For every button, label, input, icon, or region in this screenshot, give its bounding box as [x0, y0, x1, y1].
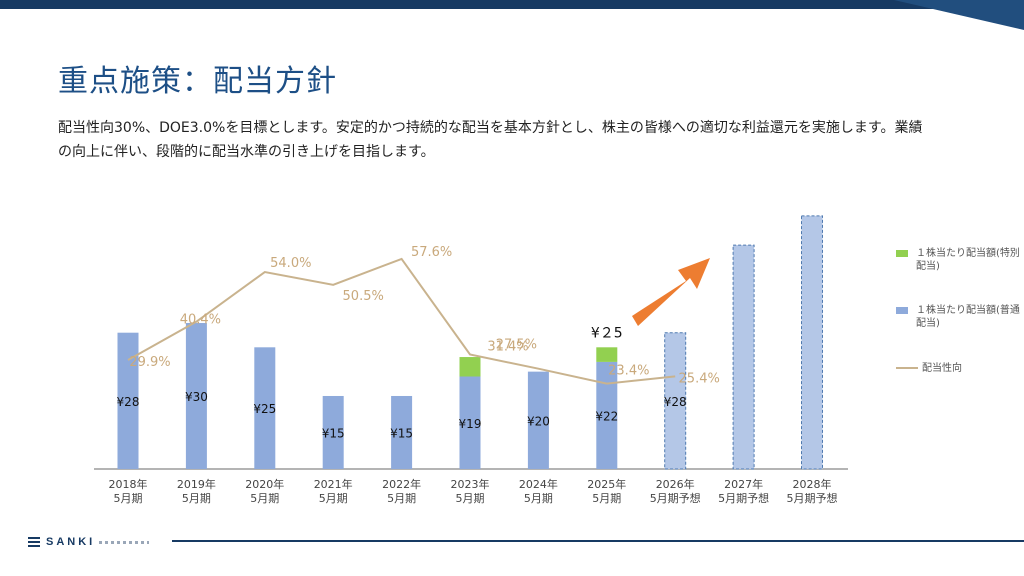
bar-value-label: ¥30 — [185, 390, 208, 404]
logo-tagline-mark — [99, 540, 150, 544]
legend-swatch-ratio — [896, 367, 918, 369]
x-tick-label-period: 5月期 — [182, 492, 211, 505]
x-tick-label-period: 5月期予想 — [650, 491, 701, 505]
bar-value-label: ¥15 — [390, 426, 413, 440]
x-tick-label-year: 2020年 — [245, 477, 284, 491]
normal-dividend-bar — [117, 332, 139, 469]
forecast-bar — [801, 215, 823, 470]
x-tick-label-year: 2019年 — [177, 477, 216, 491]
normal-dividend-bar — [322, 395, 344, 469]
x-tick-label-year: 2021年 — [314, 477, 353, 491]
payout-ratio-label: 27.5% — [496, 338, 537, 353]
x-tick-label-year: 2023年 — [451, 477, 490, 491]
bar-value-label: ¥25 — [253, 402, 276, 416]
normal-dividend-bar — [185, 322, 207, 469]
special-dividend-bar — [596, 347, 618, 362]
logo-stripes-icon — [28, 537, 40, 547]
x-tick-label-period: 5月期 — [250, 492, 279, 505]
page-title: 重点施策：配当方針 — [58, 64, 337, 99]
x-tick-label-period: 5月期予想 — [787, 491, 838, 505]
legend-label-special: １株当たり配当額(特別配当) — [916, 248, 1020, 272]
normal-dividend-bar — [527, 371, 549, 469]
legend-label-normal: １株当たり配当額(普通配当) — [916, 305, 1020, 329]
x-tick-label-period: 5月期 — [114, 492, 143, 505]
payout-ratio-label: 23.4% — [608, 364, 649, 379]
payout-ratio-label: 29.9% — [129, 355, 170, 370]
legend-swatch-normal — [896, 307, 908, 314]
logo-text: SANKI — [46, 536, 96, 548]
total-dividend-label: ¥２5 — [591, 325, 623, 341]
payout-ratio-label: 57.6% — [411, 245, 452, 260]
x-tick-label-year: 2028年 — [793, 477, 832, 491]
x-tick-label-period: 5月期 — [592, 492, 621, 505]
x-tick-label-year: 2026年 — [656, 477, 695, 491]
intro-text-line-2: の向上に伴い、段階的に配当水準の引き上げを目指します。 — [58, 144, 435, 160]
payout-ratio-label: 40.4% — [180, 313, 221, 328]
x-tick-label-year: 2025年 — [587, 477, 626, 491]
forecast-bar — [732, 244, 755, 470]
x-tick-label-year: 2027年 — [724, 477, 763, 491]
x-tick-label-period: 5月期 — [456, 492, 485, 505]
footer-rule — [172, 540, 1024, 542]
x-tick-label-period: 5月期予想 — [718, 491, 769, 505]
payout-ratio-label: 25.4% — [679, 371, 720, 386]
bar-value-label: ¥19 — [459, 417, 482, 431]
company-logo: SANKI — [28, 536, 150, 548]
x-tick-label-year: 2024年 — [519, 477, 558, 491]
payout-ratio-label: 50.5% — [343, 289, 384, 304]
legend-swatch-special — [896, 250, 908, 257]
normal-dividend-bar — [596, 361, 618, 469]
bar-value-label: ¥20 — [527, 414, 550, 428]
x-tick-label-period: 5月期 — [319, 492, 348, 505]
forecast-bar — [664, 332, 687, 470]
payout-ratio-line — [127, 257, 676, 385]
payout-ratio-label: 54.0% — [270, 256, 311, 271]
normal-dividend-bar — [391, 395, 413, 469]
bar-value-label: ¥15 — [322, 426, 345, 440]
intro-text-line-1: 配当性向30%、DOE3.0%を目標とします。安定的かつ持続的な配当を基本方針と… — [58, 120, 923, 136]
normal-dividend-bar — [459, 376, 481, 469]
top-banner — [0, 0, 1024, 9]
bar-value-label: ¥22 — [595, 409, 618, 423]
bar-value-label: ¥28 — [664, 395, 687, 409]
x-tick-label-period: 5月期 — [387, 492, 416, 505]
growth-arrow-icon — [632, 258, 710, 326]
x-tick-label-year: 2022年 — [382, 477, 421, 491]
special-dividend-bar — [459, 357, 481, 377]
x-tick-label-period: 5月期 — [524, 492, 553, 505]
normal-dividend-bar — [254, 347, 276, 469]
legend-label-ratio: 配当性向 — [922, 363, 962, 374]
x-tick-label-year: 2018年 — [109, 477, 148, 491]
bar-value-label: ¥28 — [117, 395, 140, 409]
payout-ratio-label: 31.4% — [487, 339, 528, 354]
